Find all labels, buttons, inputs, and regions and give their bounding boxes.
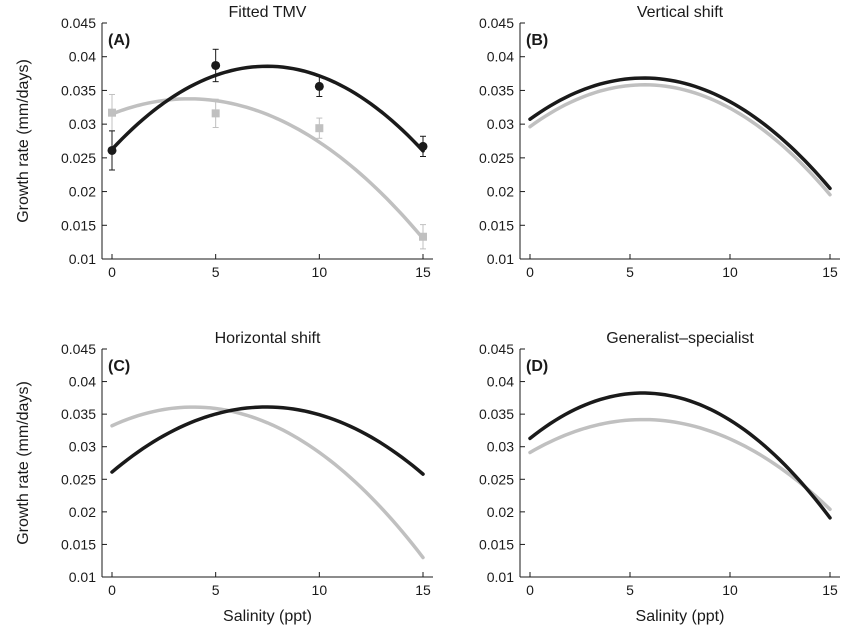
y-tick-label: 0.015 xyxy=(479,536,514,552)
y-axis-label: Growth rate (mm/days) xyxy=(15,59,32,223)
y-tick-label: 0.03 xyxy=(69,116,96,132)
panel-label: (A) xyxy=(108,32,130,49)
y-tick-label: 0.025 xyxy=(61,471,96,487)
y-tick-label: 0.045 xyxy=(61,15,96,31)
y-tick-label: 0.04 xyxy=(487,374,514,390)
y-tick-label: 0.04 xyxy=(487,49,514,65)
series-line xyxy=(110,405,425,560)
y-tick-label: 0.035 xyxy=(61,406,96,422)
chart-title: Fitted TMV xyxy=(229,4,307,21)
y-tick-label: 0.045 xyxy=(479,341,514,357)
y-tick-label: 0.045 xyxy=(479,15,514,31)
y-tick-label: 0.04 xyxy=(69,374,96,390)
x-tick-label: 15 xyxy=(822,582,838,598)
panel-label: (D) xyxy=(526,358,548,375)
data-point xyxy=(315,124,324,133)
data-point xyxy=(211,60,221,70)
chart-title: Horizontal shift xyxy=(215,330,321,347)
x-tick-label: 15 xyxy=(415,264,431,280)
series-line xyxy=(528,83,832,197)
panel-1: 0.01 0.015 0.02 0.025 0.03 0.035 0.04 0.045 0 5 10… xyxy=(15,4,433,280)
panel-2: 0.01 0.015 0.02 0.025 0.03 0.035 0.04 0.045 0 5 10… xyxy=(479,4,840,280)
series-line xyxy=(110,405,425,476)
y-tick-label: 0.02 xyxy=(487,184,514,200)
series-line xyxy=(528,391,832,520)
x-tick-label: 5 xyxy=(212,582,220,598)
y-tick-label: 0.035 xyxy=(479,406,514,422)
x-tick-label: 10 xyxy=(722,264,738,280)
y-tick-label: 0.035 xyxy=(479,82,514,98)
y-tick-label: 0.015 xyxy=(61,536,96,552)
y-tick-label: 0.03 xyxy=(487,116,514,132)
y-tick-label: 0.03 xyxy=(69,439,96,455)
y-tick-label: 0.02 xyxy=(487,504,514,520)
y-tick-label: 0.02 xyxy=(69,184,96,200)
y-tick-label: 0.025 xyxy=(479,150,514,166)
chart-title: Vertical shift xyxy=(637,4,724,21)
chart-title: Generalist–specialist xyxy=(606,330,754,347)
x-tick-label: 0 xyxy=(108,582,116,598)
y-tick-label: 0.01 xyxy=(487,569,514,585)
x-tick-label: 5 xyxy=(626,264,634,280)
x-tick-label: 10 xyxy=(312,582,328,598)
panel-3: 0.01 0.015 0.02 0.025 0.03 0.035 0.04 0.045 0 5 10… xyxy=(15,330,433,625)
panel-label: (B) xyxy=(526,32,548,49)
y-tick-label: 0.015 xyxy=(61,217,96,233)
y-axis-label: Growth rate (mm/days) xyxy=(15,381,32,545)
panel-label: (C) xyxy=(108,358,130,375)
data-point xyxy=(107,145,117,155)
series-line xyxy=(110,97,425,241)
data-point xyxy=(314,81,324,91)
y-tick-label: 0.01 xyxy=(69,569,96,585)
y-tick-label: 0.025 xyxy=(479,471,514,487)
x-tick-label: 5 xyxy=(626,582,634,598)
y-tick-label: 0.045 xyxy=(61,341,96,357)
y-tick-label: 0.02 xyxy=(69,504,96,520)
x-axis-label: Salinity (ppt) xyxy=(223,608,312,625)
data-point xyxy=(108,108,116,117)
y-tick-label: 0.01 xyxy=(69,251,96,267)
y-tick-label: 0.025 xyxy=(61,150,96,166)
series-line xyxy=(110,64,425,153)
y-tick-label: 0.015 xyxy=(479,217,514,233)
series-line xyxy=(528,417,832,512)
x-tick-label: 15 xyxy=(822,264,838,280)
panel-4: 0.01 0.015 0.02 0.025 0.03 0.035 0.04 0.045 0 5 10… xyxy=(479,330,840,625)
series-line xyxy=(528,76,832,191)
x-tick-label: 10 xyxy=(312,264,328,280)
data-point xyxy=(419,232,427,241)
x-tick-label: 15 xyxy=(415,582,431,598)
data-point xyxy=(418,141,428,151)
x-axis-label: Salinity (ppt) xyxy=(636,608,725,625)
y-tick-label: 0.03 xyxy=(487,439,514,455)
y-tick-label: 0.04 xyxy=(69,49,96,65)
x-tick-label: 5 xyxy=(212,264,220,280)
x-tick-label: 0 xyxy=(526,582,534,598)
x-tick-label: 10 xyxy=(722,582,738,598)
data-point xyxy=(211,109,220,118)
x-tick-label: 0 xyxy=(526,264,534,280)
x-tick-label: 0 xyxy=(108,264,116,280)
y-tick-label: 0.035 xyxy=(61,82,96,98)
y-tick-label: 0.01 xyxy=(487,251,514,267)
